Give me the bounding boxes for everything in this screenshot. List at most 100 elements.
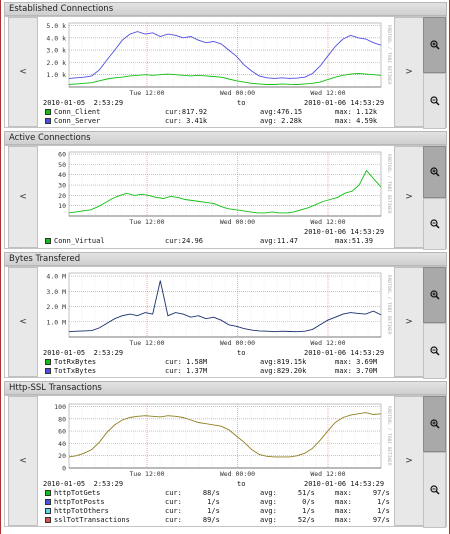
zoom-out-icon: [429, 346, 440, 356]
next-period-button[interactable]: >: [394, 17, 424, 127]
x-tick-label: Tue 12:00: [129, 470, 164, 478]
period-end: 2010-01-06 14:53:29: [304, 99, 385, 107]
legend-swatch: [45, 368, 51, 374]
prev-period-button[interactable]: <: [8, 396, 38, 526]
period-end: 2010-01-06 14:53:29: [304, 228, 385, 236]
legend-max: max: 4.59k: [335, 117, 378, 125]
chevron-right-icon: >: [405, 67, 413, 77]
legend-avg: avg: 52/s: [260, 516, 315, 524]
legend-row: Conn_Server cur: 3.41k avg: 2.28k max: 4…: [45, 117, 391, 125]
panel-title: Established Connections: [4, 2, 447, 16]
period-to: to: [237, 480, 246, 488]
y-tick-label: 1.0 k: [46, 71, 66, 79]
zoom-controls: [423, 396, 446, 528]
legend-row: sslTotTransactions cur: 89/s avg: 52/s m…: [45, 516, 391, 524]
zoom-out-button[interactable]: [423, 73, 446, 129]
legend-cur: cur: 89/s: [165, 516, 220, 524]
legend-name: TotTxBytes: [54, 367, 97, 375]
series-line: [68, 280, 382, 333]
legend-max: max: 1.12k: [335, 108, 378, 116]
series-line: [68, 169, 382, 214]
zoom-controls: [423, 146, 446, 250]
period-end: 2010-01-06 14:53:29: [304, 349, 385, 357]
legend-max: max: 1/s: [335, 498, 390, 506]
legend-name: httpTotGets: [54, 489, 101, 497]
period-end: 2010-01-06 14:53:29: [304, 480, 385, 488]
legend-swatch: [45, 109, 51, 115]
legend-avg: avg: 2.28k: [260, 117, 303, 125]
zoom-out-button[interactable]: [423, 452, 446, 528]
legend-swatch: [45, 517, 51, 523]
legend-swatch: [45, 499, 51, 505]
y-tick-label: 2.0 k: [46, 59, 66, 67]
legend-name: Conn_Virtual: [54, 237, 105, 245]
legend-swatch: [45, 118, 51, 124]
legend-avg: avg: 1/s: [260, 507, 315, 515]
legend-max: max:51.39: [335, 237, 373, 245]
legend-max: max: 97/s: [335, 516, 390, 524]
zoom-in-button[interactable]: [423, 267, 446, 323]
legend-name: httpTotPosts: [54, 498, 105, 506]
panel-body: < Tue 12:00 Wed 00:00 Wed 12:00 0 20 40 60 80 10…: [4, 395, 447, 528]
chevron-left-icon: <: [19, 317, 27, 327]
y-tick-label: 80: [58, 415, 66, 423]
established-connections-chart: Tue 12:00 Wed 00:00 Wed 12:00 1.0 k 2.0 k 3.0…: [46, 22, 392, 97]
x-tick-label: Wed 12:00: [310, 470, 345, 478]
bytes-transfered-chart: Tue 12:00 Wed 00:00 Wed 12:00 1.0 M 2.0 M 3.0…: [46, 273, 392, 347]
zoom-in-button[interactable]: [423, 17, 446, 73]
zoom-in-icon: [429, 290, 440, 300]
y-tick-label: 10: [58, 202, 66, 210]
watermark-text: RRDTOOL / TOBI OETIKER: [386, 275, 392, 335]
legend-name: httpTotOthers: [54, 507, 109, 515]
series-line: [68, 73, 382, 85]
zoom-in-button[interactable]: [423, 396, 446, 452]
zoom-in-icon: [429, 167, 440, 177]
prev-period-button[interactable]: <: [8, 146, 38, 248]
legend-swatch: [45, 490, 51, 496]
watermark-text: RRDTOOL / TOBI OETIKER: [386, 154, 392, 214]
period-to: to: [237, 349, 246, 357]
next-period-button[interactable]: >: [394, 396, 424, 526]
legend-cur: cur:24.96: [165, 237, 203, 245]
panel-title: Active Connections: [4, 131, 447, 145]
legend-swatch: [45, 508, 51, 514]
prev-period-button[interactable]: <: [8, 267, 38, 377]
y-tick-label: 50: [58, 161, 66, 169]
legend-avg: avg: 51/s: [260, 489, 315, 497]
legend-avg: avg:829.20k: [260, 367, 307, 375]
graph: Tue 12:00 Wed 00:00 Wed 12:00 1.0 M 2.0 M 3.0…: [39, 267, 393, 377]
next-period-button[interactable]: >: [394, 146, 424, 248]
x-tick-label: Wed 12:00: [310, 89, 345, 97]
graph: Tue 12:00 Wed 00:00 Wed 12:00 0 20 40 60 80 100 R…: [39, 396, 393, 526]
panel-body: < Tue 12:00 Wed 00:00 Wed 12:00 1.0 k 2.0 k 3…: [4, 16, 447, 129]
x-tick-label: Wed 00:00: [220, 218, 255, 226]
chevron-right-icon: >: [405, 317, 413, 327]
y-tick-label: 40: [58, 171, 66, 179]
zoom-out-button[interactable]: [423, 323, 446, 379]
legend-name: TotRxBytes: [54, 358, 97, 366]
zoom-out-button[interactable]: [423, 198, 446, 250]
period-start: 2010-01-05 2:53:29: [43, 349, 124, 357]
y-tick-label: 3.0 k: [46, 47, 66, 55]
legend-row: httpTotPosts cur: 1/s avg: 0/s max: 1/s: [45, 498, 391, 506]
zoom-in-button[interactable]: [423, 146, 446, 198]
x-tick-label: Wed 12:00: [310, 339, 345, 347]
next-period-button[interactable]: >: [394, 267, 424, 377]
zoom-out-icon: [429, 219, 440, 229]
y-tick-label: 5.0 k: [46, 22, 66, 30]
legend-row: TotRxBytes cur: 1.58M avg:819.15k max: 3…: [45, 358, 391, 366]
prev-period-button[interactable]: <: [8, 17, 38, 127]
panel-body: < Tue 12:00 Wed 00:00 Wed 12:00 1.0 M 2.0 M 3…: [4, 266, 447, 379]
legend-cur: cur: 3.41k: [165, 117, 208, 125]
legend-avg: avg:819.15k: [260, 358, 307, 366]
chevron-right-icon: >: [405, 456, 413, 466]
legend-row: httpTotOthers cur: 1/s avg: 1/s max: 1/s: [45, 507, 391, 515]
y-tick-label: 1.0 M: [46, 318, 66, 326]
legend-swatch: [45, 238, 51, 244]
legend-cur: cur: 1/s: [165, 507, 220, 515]
http-ssl-transactions-chart: Tue 12:00 Wed 00:00 Wed 12:00 0 20 40 60 80 100 R…: [54, 403, 392, 478]
period-start: 2010-01-05 2:53:29: [43, 480, 124, 488]
series-line: [68, 31, 382, 79]
legend-swatch: [45, 359, 51, 365]
legend-avg: avg:11.47: [260, 237, 298, 245]
